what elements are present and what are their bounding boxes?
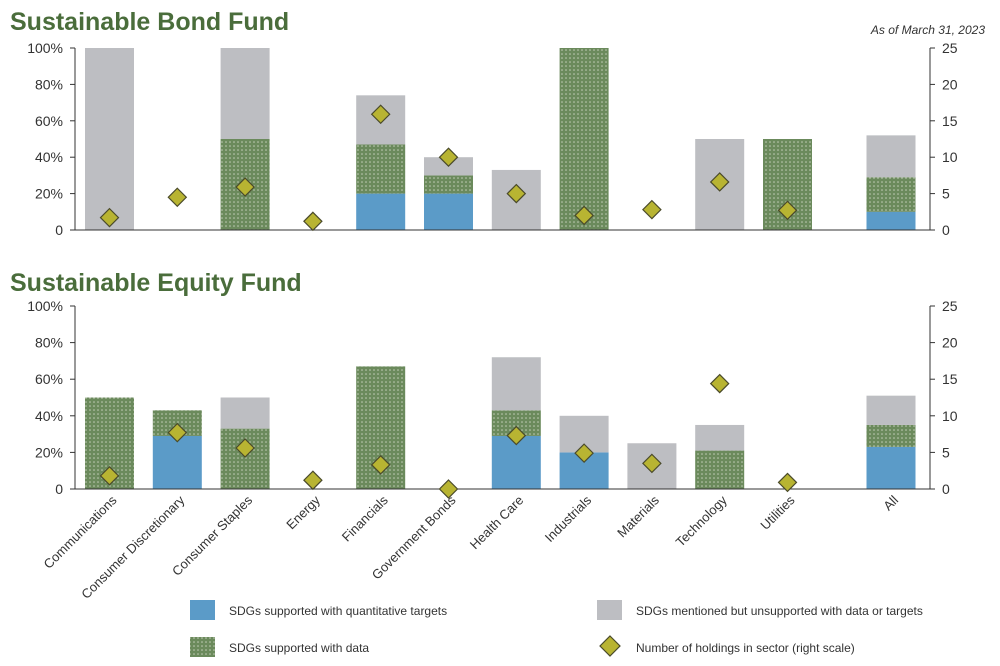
- legend-swatch-mentioned: [597, 600, 622, 620]
- holdings-diamond: [167, 187, 188, 208]
- holdings-diamond: [235, 438, 255, 458]
- bar-data: [424, 175, 473, 194]
- holdings-diamond: [506, 183, 527, 204]
- right-tick-label: 25: [942, 298, 958, 314]
- category-label: Financials: [339, 492, 391, 544]
- right-tick-label: 20: [942, 335, 958, 351]
- bar-quantitative: [356, 193, 406, 230]
- legend: SDGs supported with quantitative targets…: [190, 600, 923, 657]
- holdings-diamond: [99, 207, 120, 228]
- right-tick-label: 0: [942, 481, 950, 497]
- bar-mentioned: [220, 397, 270, 429]
- bar-data: [356, 144, 406, 194]
- holdings-diamond: [574, 443, 594, 463]
- holdings-diamond: [303, 470, 323, 491]
- panel-2: Sustainable Equity Fund 0 20% 40% 60% 80% 100%…: [10, 269, 958, 499]
- bar-data: [220, 428, 270, 489]
- panel-title: Sustainable Equity Fund: [10, 269, 302, 297]
- bar-mentioned: [491, 357, 541, 411]
- bar-mentioned: [695, 424, 745, 451]
- holdings-diamond: [99, 465, 120, 486]
- legend-swatch-data: [190, 637, 215, 657]
- holdings-diamond: [777, 200, 798, 221]
- legend-diamond-holdings: [599, 635, 621, 657]
- holdings-diamond: [438, 479, 459, 499]
- bar-data: [866, 177, 916, 212]
- holdings-diamond: [574, 205, 594, 226]
- bar-mentioned: [866, 395, 916, 425]
- category-label: Health Care: [467, 493, 527, 553]
- holdings-diamond: [370, 454, 391, 475]
- holdings-diamond: [709, 172, 730, 192]
- legend-label-holdings: Number of holdings in sector (right scal…: [636, 641, 855, 655]
- left-tick-label: 80%: [35, 335, 63, 351]
- left-tick-label: 0: [55, 481, 63, 497]
- category-label: Communications: [41, 492, 120, 571]
- holdings-diamond: [235, 177, 255, 197]
- bar-quantitative: [866, 211, 916, 230]
- bar-data: [866, 424, 916, 447]
- right-tick-label: 5: [942, 444, 950, 460]
- panel-title: Sustainable Bond Fund: [10, 8, 289, 36]
- chart-panels: Sustainable Bond Fund 0 20% 40% 60% 80% 100% 0 5…: [10, 8, 958, 499]
- bar-quantitative: [866, 446, 916, 489]
- left-tick-label: 80%: [35, 76, 63, 92]
- right-tick-label: 0: [942, 222, 950, 238]
- panel-1: Sustainable Bond Fund 0 20% 40% 60% 80% 100% 0 5…: [10, 8, 958, 238]
- left-tick-label: 40%: [35, 149, 63, 165]
- holdings-diamond: [167, 422, 188, 443]
- category-label: Utilities: [757, 492, 798, 533]
- legend-label-mentioned: SDGs mentioned but unsupported with data…: [636, 604, 923, 618]
- category-label: All: [880, 492, 901, 513]
- bar-quantitative: [424, 193, 473, 230]
- holdings-diamond: [642, 199, 662, 220]
- right-tick-label: 25: [942, 40, 958, 56]
- category-label: Materials: [614, 492, 662, 540]
- left-tick-label: 20%: [35, 444, 63, 460]
- bar-quantitative: [152, 435, 202, 489]
- right-tick-label: 10: [942, 149, 958, 165]
- left-tick-label: 60%: [35, 113, 63, 129]
- category-label: Energy: [283, 492, 323, 532]
- category-label: Industrials: [542, 492, 595, 545]
- right-tick-label: 20: [942, 76, 958, 92]
- left-tick-label: 20%: [35, 186, 63, 202]
- right-tick-label: 15: [942, 371, 958, 387]
- bar-data: [559, 48, 609, 230]
- left-tick-label: 40%: [35, 408, 63, 424]
- left-tick-label: 100%: [27, 40, 63, 56]
- right-tick-label: 5: [942, 186, 950, 202]
- bar-mentioned: [866, 135, 916, 178]
- right-tick-label: 15: [942, 113, 958, 129]
- right-tick-label: 10: [942, 408, 958, 424]
- left-tick-label: 100%: [27, 298, 63, 314]
- holdings-diamond: [303, 211, 323, 232]
- bar-mentioned: [220, 48, 270, 139]
- holdings-diamond: [370, 104, 391, 125]
- bar-data: [695, 450, 745, 489]
- bar-mentioned: [85, 48, 134, 230]
- holdings-diamond: [777, 472, 798, 493]
- holdings-diamond: [709, 373, 730, 394]
- legend-label-data: SDGs supported with data: [229, 641, 369, 655]
- legend-swatch-quantitative: [190, 600, 215, 620]
- as-of-date: As of March 31, 2023: [870, 23, 985, 37]
- left-tick-label: 60%: [35, 371, 63, 387]
- holdings-diamond: [438, 147, 459, 168]
- left-tick-label: 0: [55, 222, 63, 238]
- holdings-diamond: [642, 453, 662, 474]
- category-label: Technology: [673, 492, 730, 549]
- legend-label-quantitative: SDGs supported with quantitative targets: [229, 604, 447, 618]
- holdings-diamond: [506, 425, 527, 446]
